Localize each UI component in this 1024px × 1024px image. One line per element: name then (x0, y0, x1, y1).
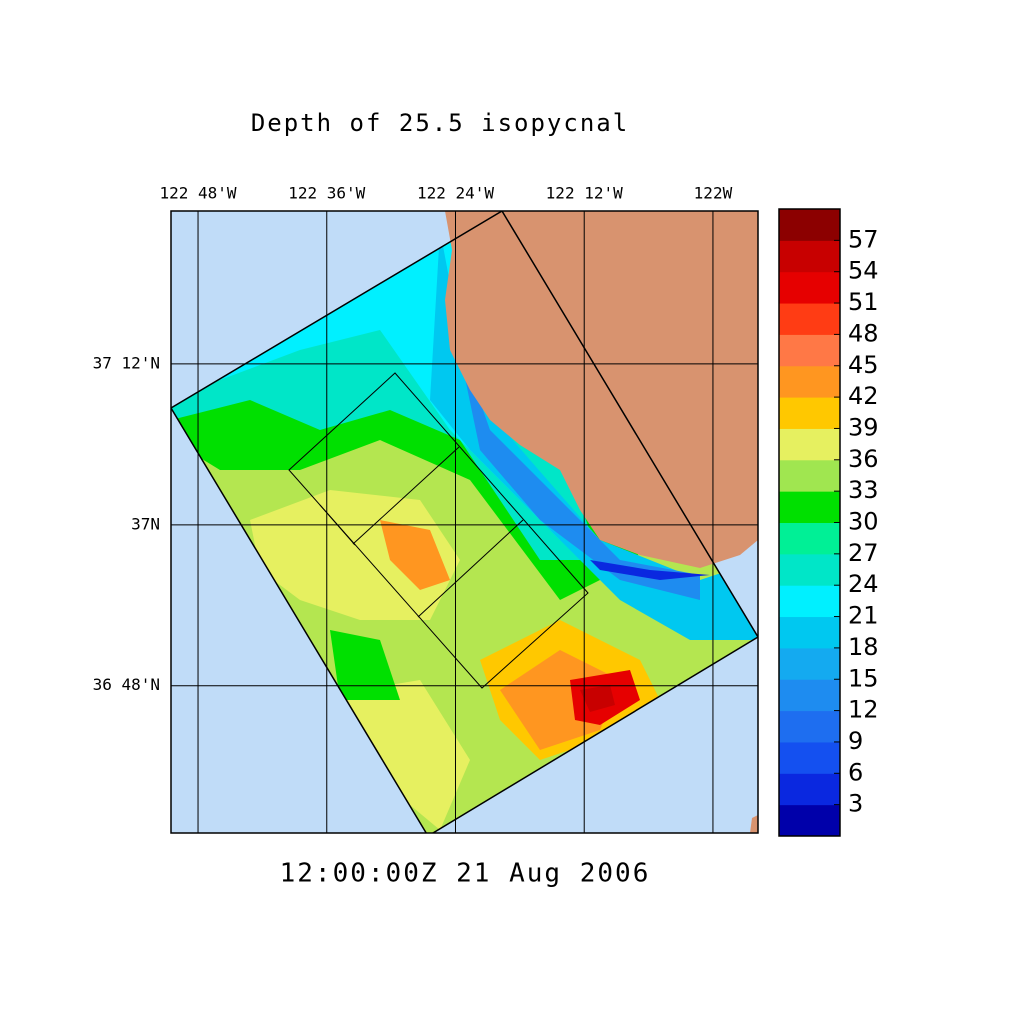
colorbar-tick-label: 51 (848, 288, 879, 316)
colorbar-band (779, 679, 840, 712)
colorbar-tick-label: 9 (848, 727, 863, 755)
lon-tick-label: 122W (694, 184, 733, 203)
colorbar-band (779, 741, 840, 774)
colorbar-tick-label: 24 (848, 570, 879, 598)
colorbar-band (779, 491, 840, 523)
title: Depth of 25.5 isopycnal (251, 109, 629, 137)
lon-tick-label: 122 36'W (288, 184, 365, 203)
frame (170, 210, 759, 834)
colorbar-band (779, 428, 840, 461)
timestamp: 12:00:00Z 21 Aug 2006 (280, 859, 651, 889)
map-area (171, 211, 758, 833)
colorbar-band (779, 303, 840, 335)
colorbar-tick-label: 27 (848, 539, 879, 567)
colorbar-tick-label: 6 (848, 758, 863, 786)
colorbar-tick-label: 45 (848, 351, 879, 379)
colorbar-band (779, 271, 840, 304)
colorbar-tick-label: 3 (848, 790, 863, 818)
colorbar-tick-label: 30 (848, 508, 879, 536)
colorbar-tick-label: 21 (848, 602, 879, 630)
colorbar-band (779, 804, 840, 837)
colorbar-band (779, 585, 840, 618)
colorbar-tick-label: 36 (848, 445, 879, 473)
colorbar-band (779, 209, 840, 241)
colorbar-band (779, 522, 840, 555)
colorbar-band (779, 553, 840, 586)
colorbar-band (779, 397, 840, 429)
colorbar-tick-label: 48 (848, 319, 879, 347)
colorbar-band (779, 616, 840, 649)
colorbar-tick-label: 12 (848, 696, 879, 724)
lon-tick-label: 122 12'W (546, 184, 623, 203)
lat-tick-label: 36 48'N (93, 675, 160, 694)
colorbar-band (779, 334, 840, 367)
nested-grids (288, 372, 589, 689)
colorbar-tick-label: 15 (848, 664, 879, 692)
colorbar-tick-label: 42 (848, 382, 879, 410)
colorbar-band (779, 647, 840, 680)
colorbar-band (779, 240, 840, 273)
colorbar-tick-label: 33 (848, 476, 879, 504)
lat-tick-label: 37N (131, 514, 160, 533)
colorbar-tick-label: 54 (848, 257, 879, 285)
land (750, 815, 758, 833)
land (445, 211, 758, 568)
colorbar-tick-label: 39 (848, 413, 879, 441)
lat-tick-label: 37 12'N (93, 353, 160, 372)
colorbar-tick-label: 57 (848, 225, 879, 253)
colorbar-tick-label: 18 (848, 633, 879, 661)
lon-tick-label: 122 24'W (417, 184, 494, 203)
lon-tick-label: 122 48'W (160, 184, 237, 203)
colorbar-band (779, 773, 840, 806)
colorbar-band (779, 710, 840, 743)
colorbar-band (779, 459, 840, 492)
domain-outline (171, 211, 758, 833)
colorbar-band (779, 365, 840, 398)
